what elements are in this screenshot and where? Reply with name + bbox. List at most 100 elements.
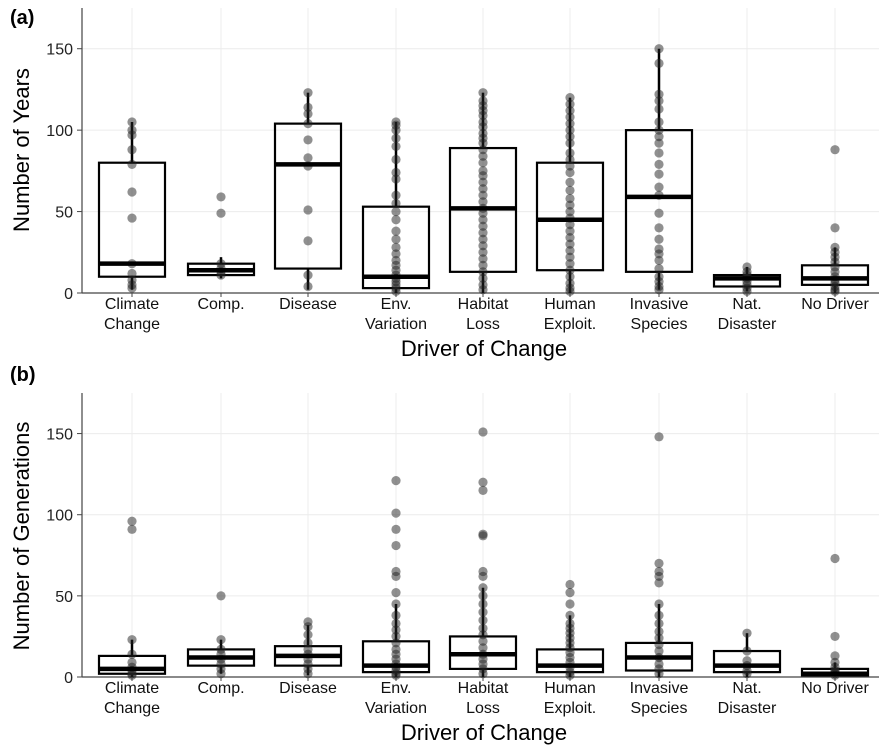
panel-a-data-point [654,117,664,127]
panel-b-data-point [391,670,401,680]
panel-a-data-point [654,58,664,68]
panel-a-data-point [478,285,488,295]
panel-b-category-label: Env. [381,680,412,697]
panel-b-data-point [478,427,488,437]
panel-a-y-tick-label: 100 [46,123,73,140]
panel-a-data-point [391,190,401,200]
panel-a-category-label: Human [544,296,596,313]
panel-a-data-point [391,286,401,296]
panel-a: (a) Number of Years Driver of Change 0 50… [9,7,879,361]
panel-b-x-axis-title: Driver of Change [401,720,567,745]
panel-a-data-point [565,92,575,103]
panel-a-data-point [391,174,401,184]
panel-b-label: (b) [10,364,36,386]
panel-a-y-tick-label: 0 [64,286,73,303]
panel-a-data-point [565,226,575,236]
panel-b-data-point [391,631,401,642]
panel-b-data-point [478,615,488,625]
panel-b-data-point [478,599,488,609]
panel-b-data-point [303,669,313,679]
panel-a-category-label: Climate [105,296,159,313]
panel-a-data-point [478,184,488,194]
panel-b-data-point [654,618,664,629]
panel-b-data-point [478,583,488,593]
panel-a-data-point [654,169,664,179]
panel-b-data-point [478,607,488,617]
panel-a-data-point [303,270,313,280]
panel-a-category-label: Exploit. [544,316,596,333]
panel-b-data-point [654,669,664,679]
panel-a-category-label: Species [631,316,688,333]
panel-a-data-point [565,138,575,148]
panel-a-data-point [391,133,401,143]
panel-b-data-point [391,625,401,635]
panel-a-data-point [391,198,401,209]
panel-a-data-point [478,273,488,283]
panel-a-data-point [478,158,488,168]
panel-a-data-point [654,208,664,218]
panel-a-data-point [478,145,488,155]
panel-a-data-point [127,268,137,279]
panel-a-data-point [565,259,575,269]
panel-b-data-point [654,558,664,569]
panel-a-y-tick-label: 150 [46,42,73,59]
panel-b: (b) Number of Generations Driver of Chan… [9,364,879,745]
panel-a-data-point [565,185,575,195]
panel-a-data-point [654,125,664,135]
panel-a-data-point [127,187,137,197]
panel-b-data-point [565,670,575,680]
panel-b-category-label: Species [631,700,688,717]
panel-b-data-point [742,669,752,679]
panel-a-category-label: Comp. [197,296,244,313]
panel-b-data-point [830,651,840,661]
panel-b-data-point [654,610,664,620]
panel-a-data-point [127,213,137,223]
panel-b-data-point [565,599,575,609]
panel-b-y-tick-label: 150 [46,427,73,444]
panel-a-category-label: Invasive [630,296,689,313]
panel-b-category-label: Variation [365,700,427,717]
panel-a-data-point [654,132,664,142]
panel-b-category-label: Nat. [732,680,761,697]
panel-b-data-point [391,588,401,598]
panel-a-data-point [654,89,664,99]
panel-a-category-label: Disease [279,296,337,313]
panel-a-data-point [303,119,313,129]
panel-a-data-point [654,249,664,259]
panel-b-category-label: Change [104,700,160,717]
panel-a-data-point [303,281,313,292]
panel-b-data-point [303,622,313,632]
panel-a-data-point [478,260,488,270]
panel-b-category-label: Human [544,680,596,697]
panel-b-data-point [303,630,313,640]
panel-a-data-point [654,138,664,148]
panel-b-data-point [216,635,226,645]
panel-a-data-point [478,122,488,132]
panel-a-data-point [565,272,575,282]
panel-b-category-label: Disaster [718,700,777,717]
panel-a-data-point [654,159,664,169]
panel-b-category-label: Climate [105,680,159,697]
panel-a-data-point [565,252,575,262]
panel-b-data-point [478,571,488,581]
panel-a-data-point [391,234,401,244]
panel-b-data-point [127,649,137,659]
panel-b-data-point [127,516,137,526]
panel-b-data-point [216,591,226,601]
panel-a-data-point [478,88,488,98]
panel-b-data-point [654,639,664,650]
panel-b-category-label: Disease [279,680,337,697]
panel-b-data-point [830,553,840,564]
panel-a-data-point [478,208,488,218]
panel-a-data-point [565,99,575,109]
panel-b-data-point [391,476,401,486]
panel-a-data-point [565,106,575,116]
panel-a-plot-area: 0 50 100 150 Climate Change Comp. Disease Env. Va… [46,8,879,333]
panel-a-data-point [830,286,840,296]
panel-a-data-point [654,96,664,106]
panel-b-data-point [742,628,752,638]
panel-b-data-point [830,631,840,642]
panel-b-data-point [565,588,575,598]
panel-b-y-tick-label: 100 [46,508,73,525]
